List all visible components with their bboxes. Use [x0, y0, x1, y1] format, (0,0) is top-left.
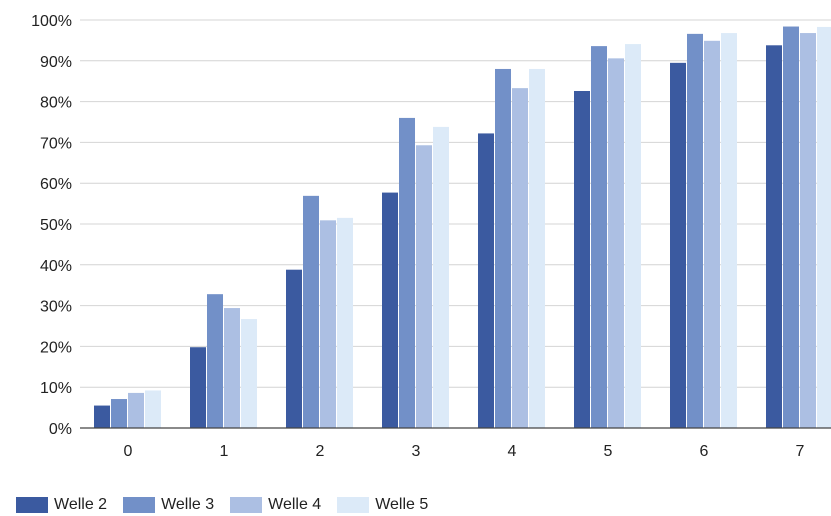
bar-welle-3-cat-7 — [783, 26, 799, 428]
x-tick-label: 5 — [604, 443, 613, 460]
bar-welle-4-cat-7 — [800, 33, 816, 428]
x-axis-tick-labels: 0 1 2 3 4 5 6 7 — [124, 443, 805, 460]
legend: Welle 2 Welle 3 Welle 4 Welle 5 — [16, 496, 444, 514]
bar-welle-4-cat-3 — [416, 145, 432, 429]
legend-label: Welle 5 — [375, 496, 429, 513]
bar-welle-3-cat-6 — [687, 33, 703, 428]
legend-item: Welle 3 — [123, 496, 214, 514]
bar-welle-3-cat-3 — [399, 117, 415, 429]
bar-welle-2-cat-0 — [94, 405, 110, 428]
legend-swatch — [123, 497, 156, 513]
bar-welle-2-cat-2 — [286, 269, 302, 428]
bar-welle-5-cat-0 — [145, 390, 161, 428]
bar-chart: 0% 10% 20% 30% 40% 50% 60% 70% 80% 90% 100% 0 1 2 3 4 5… — [31, 13, 831, 460]
legend-swatch — [337, 497, 370, 513]
bar-welle-5-cat-6 — [721, 33, 737, 428]
x-tick-label: 3 — [412, 443, 421, 460]
bar-welle-2-cat-5 — [574, 90, 590, 428]
y-tick-label: 40% — [40, 258, 72, 275]
legend-item: Welle 2 — [16, 496, 107, 514]
y-tick-label: 70% — [40, 135, 72, 152]
bar-welle-3-cat-5 — [591, 46, 607, 428]
bar-welle-4-cat-5 — [608, 58, 624, 429]
bar-welle-5-cat-4 — [529, 68, 545, 429]
bar-welle-5-cat-7 — [817, 26, 831, 428]
bar-welle-4-cat-2 — [320, 220, 336, 428]
bars — [94, 26, 831, 429]
legend-swatch — [16, 497, 48, 513]
y-tick-label: 80% — [40, 95, 72, 112]
legend-label: Welle 2 — [54, 496, 108, 513]
legend-swatch — [230, 497, 263, 513]
bar-welle-5-cat-5 — [625, 44, 641, 429]
x-tick-label: 4 — [508, 443, 517, 460]
bar-welle-5-cat-2 — [337, 217, 353, 428]
x-tick-label: 0 — [124, 443, 133, 460]
bar-welle-3-cat-0 — [111, 399, 127, 428]
bar-welle-4-cat-1 — [224, 308, 240, 428]
y-tick-label: 30% — [40, 299, 72, 316]
legend-label: Welle 3 — [161, 496, 215, 513]
bar-welle-2-cat-7 — [766, 45, 782, 429]
y-tick-label: 100% — [31, 13, 72, 30]
x-tick-label: 7 — [796, 443, 805, 460]
bar-welle-4-cat-6 — [704, 40, 720, 429]
y-tick-label: 60% — [40, 176, 72, 193]
bar-welle-5-cat-3 — [433, 126, 449, 429]
y-tick-label: 10% — [40, 380, 72, 397]
y-tick-label: 0% — [49, 421, 72, 438]
bar-welle-4-cat-4 — [512, 88, 528, 429]
x-tick-label: 2 — [316, 443, 325, 460]
legend-item: Welle 4 — [230, 496, 321, 514]
y-tick-label: 90% — [40, 54, 72, 71]
bar-welle-3-cat-2 — [303, 195, 319, 428]
y-tick-label: 20% — [40, 339, 72, 356]
bar-welle-3-cat-4 — [495, 68, 511, 429]
bar-welle-2-cat-3 — [382, 192, 398, 428]
y-tick-label: 50% — [40, 217, 72, 234]
grid-lines — [80, 19, 831, 388]
bar-welle-4-cat-0 — [128, 392, 144, 428]
x-tick-label: 6 — [700, 443, 709, 460]
bar-welle-2-cat-4 — [478, 133, 494, 428]
bar-welle-2-cat-1 — [190, 347, 206, 428]
x-tick-label: 1 — [220, 443, 229, 460]
bar-welle-5-cat-1 — [241, 319, 257, 428]
bar-welle-2-cat-6 — [670, 62, 686, 429]
bar-welle-3-cat-1 — [207, 294, 223, 428]
legend-item: Welle 5 — [337, 496, 428, 514]
y-axis-tick-labels: 0% 10% 20% 30% 40% 50% 60% 70% 80% 90% 100% — [31, 13, 72, 438]
legend-label: Welle 4 — [268, 496, 322, 513]
